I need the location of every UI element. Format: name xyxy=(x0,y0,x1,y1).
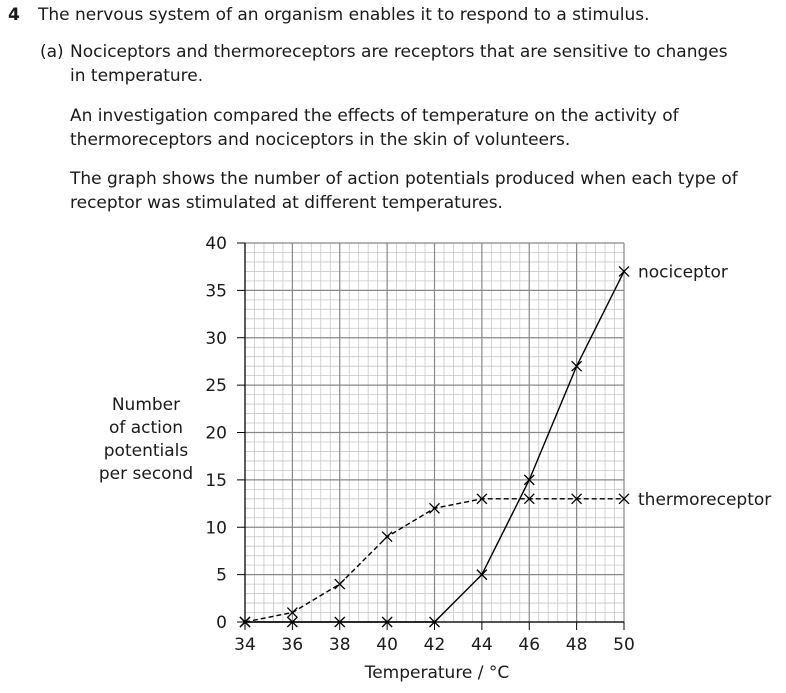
y-tick-label: 5 xyxy=(216,566,227,586)
question-number: 4 xyxy=(8,5,20,25)
data-point xyxy=(523,493,535,505)
data-point xyxy=(571,493,583,505)
data-point xyxy=(286,616,298,628)
question-text: The nervous system of an organism enable… xyxy=(37,5,649,25)
y-tick-label: 25 xyxy=(205,376,227,396)
data-point xyxy=(334,578,346,590)
paragraph-line: Nociceptors and thermoreceptors are rece… xyxy=(70,42,728,62)
y-tick-label: 0 xyxy=(216,613,227,633)
paragraph-line: in temperature. xyxy=(70,66,203,86)
x-tick-label: 36 xyxy=(282,635,304,655)
y-tick-label: 10 xyxy=(205,518,227,538)
y-tick-label: 20 xyxy=(205,424,227,444)
x-tick-label: 40 xyxy=(376,635,398,655)
y-axis-label: potentials xyxy=(104,441,189,461)
part-label: (a) xyxy=(40,42,64,62)
data-point xyxy=(476,493,488,505)
data-point xyxy=(618,493,630,505)
data-point xyxy=(476,569,488,581)
paragraph-line: receptor was stimulated at different tem… xyxy=(70,193,503,213)
y-tick-label: 40 xyxy=(205,234,227,254)
paragraph-line: The graph shows the number of action pot… xyxy=(69,169,739,189)
data-point xyxy=(429,502,440,514)
y-tick-label: 15 xyxy=(205,471,227,491)
x-tick-label: 46 xyxy=(518,635,540,655)
data-point xyxy=(523,474,535,486)
data-point xyxy=(618,265,630,277)
x-tick-label: 48 xyxy=(566,635,588,655)
y-axis-label: of action xyxy=(109,418,183,438)
paragraph-line: An investigation compared the effects of… xyxy=(70,106,680,126)
data-point xyxy=(429,616,440,628)
x-tick-label: 42 xyxy=(424,635,446,655)
y-axis-label: per second xyxy=(99,464,193,484)
x-tick-label: 50 xyxy=(613,635,635,655)
chart: 34 36 38 40 42 44 46 48 50 0 5 10 15 20 25 30 35 40 Number… xyxy=(99,234,771,655)
x-axis-label: Temperature / °C xyxy=(364,663,510,683)
data-point xyxy=(381,616,393,628)
x-tick-label: 44 xyxy=(471,635,493,655)
series-label: thermoreceptor xyxy=(638,490,771,510)
series-label: nociceptor xyxy=(638,262,728,282)
paragraph-line: thermoreceptors and nociceptors in the s… xyxy=(70,130,570,150)
y-tick-label: 35 xyxy=(205,281,227,301)
data-point xyxy=(286,607,298,618)
data-point xyxy=(334,616,346,628)
data-point xyxy=(239,616,251,628)
data-point xyxy=(381,531,393,543)
x-tick-label: 34 xyxy=(234,635,256,655)
y-tick-label: 30 xyxy=(205,329,227,349)
x-tick-label: 38 xyxy=(329,635,351,655)
data-point xyxy=(571,360,583,372)
y-axis-label: Number xyxy=(112,395,180,415)
